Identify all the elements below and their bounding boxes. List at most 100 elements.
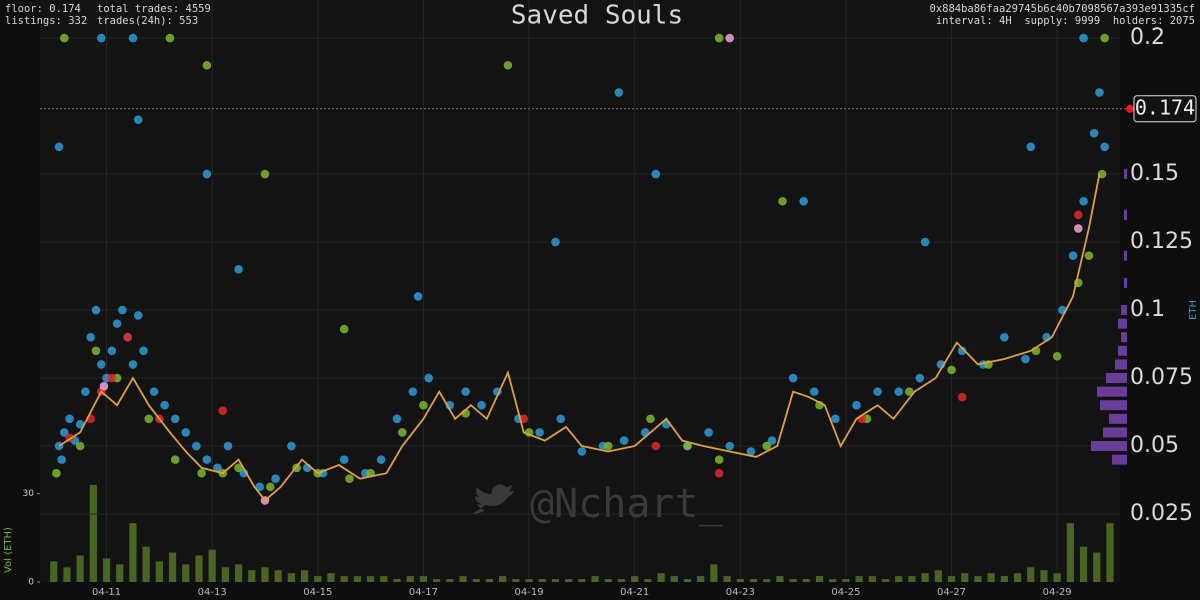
y2-tick-label: 0 [28,578,34,588]
volume-bar [367,576,375,582]
volume-bar [683,579,692,582]
volume-bar [670,576,678,582]
sale-point [54,142,64,152]
sale-point [646,414,655,424]
sale-point [65,414,74,424]
volume-bar [314,576,322,582]
sale-point [809,387,819,396]
sale-point [831,414,840,424]
sale-point [413,292,423,301]
volume-bar [50,561,58,582]
floor-label: 0.174 [1135,95,1195,119]
volume-bar [195,555,203,582]
y-tick-label: 0.075 [1130,365,1193,390]
volume-bar [261,567,269,582]
floor-tag [1133,95,1197,123]
sale-point [746,447,756,456]
sale-point [128,33,138,43]
sale-point [99,381,109,391]
volume-bar [327,573,335,582]
volume-bar [644,579,652,582]
sale-point [1100,142,1109,152]
volume-bar [419,576,428,582]
sale-point [651,441,661,451]
sale-point [477,400,486,410]
listing-bar [1124,277,1127,288]
sale-point [714,468,724,478]
volume-bar [274,570,282,582]
sale-point [234,264,243,274]
volume-bar [63,567,71,582]
volume-bar [380,576,388,582]
volume-bar [604,579,612,582]
sale-point [725,441,735,451]
sale-point [112,319,122,328]
listing-bar [1118,318,1127,329]
sale-point [714,33,724,43]
y-tick-label: 0.1 [1130,297,1165,322]
volume-bar [340,576,348,582]
listing-bar [1109,413,1127,424]
x-tick-label: 04-23 [726,587,755,598]
x-tick-label: 04-25 [831,587,860,598]
sale-point [1073,210,1083,220]
sale-point [339,324,349,334]
volume-bar [1053,573,1061,582]
sale-point [81,387,90,396]
sale-point [170,414,180,424]
sale-point [503,60,513,70]
sale-point [1073,224,1083,233]
sale-point [577,447,587,456]
sale-point [392,414,402,424]
sale-point [287,441,296,451]
listing-bar [1097,386,1127,397]
contract: 0x884ba86faa29745b6c40b7098567a393e91335… [929,3,1195,15]
volume-bar [736,579,744,582]
x-tick-label: 04-29 [1043,587,1072,598]
sale-point [1079,196,1088,206]
stat: interval: 4H supply: 9999 holders: 2075 [936,15,1195,27]
sale-point [160,400,169,410]
sale-point [260,169,270,179]
sale-point [213,463,222,473]
volume-bar [446,579,454,582]
sale-point [767,436,777,445]
sale-point [339,455,349,464]
sale-point [704,428,713,437]
volume-bar [300,570,309,582]
volume-bar [459,576,467,582]
sale-point [192,441,201,451]
sale-point [57,455,66,464]
listing-bar [1103,427,1127,438]
sale-point [778,196,787,206]
volume-bar [116,564,124,582]
listing-bar [1112,454,1127,465]
listing-bar [1121,305,1127,316]
sale-point [1068,251,1078,260]
sale-point [118,305,127,315]
sale-point [1084,251,1094,260]
volume-bar [1027,567,1035,582]
sale-point [957,392,967,402]
x-tick-label: 04-21 [620,587,649,598]
listing-bar [1121,332,1127,343]
sale-point [957,346,967,356]
sale-point [651,169,661,179]
sale-point [75,441,85,451]
volume-bar [617,579,626,582]
sale-point [52,468,61,478]
sale-point [255,482,264,492]
sale-point [551,237,560,247]
volume-bar [182,564,190,582]
sale-point [1089,128,1099,138]
sale-point [181,428,191,437]
volume-bar [76,555,84,582]
floor-marker [1126,104,1134,113]
sale-point [762,441,771,451]
volume-bar [287,573,295,582]
volume-bar [1093,552,1101,582]
sale-point [788,373,798,383]
stat: total trades: 4559 [97,3,211,15]
sale-point [345,474,354,483]
watermark-icon [472,484,514,514]
